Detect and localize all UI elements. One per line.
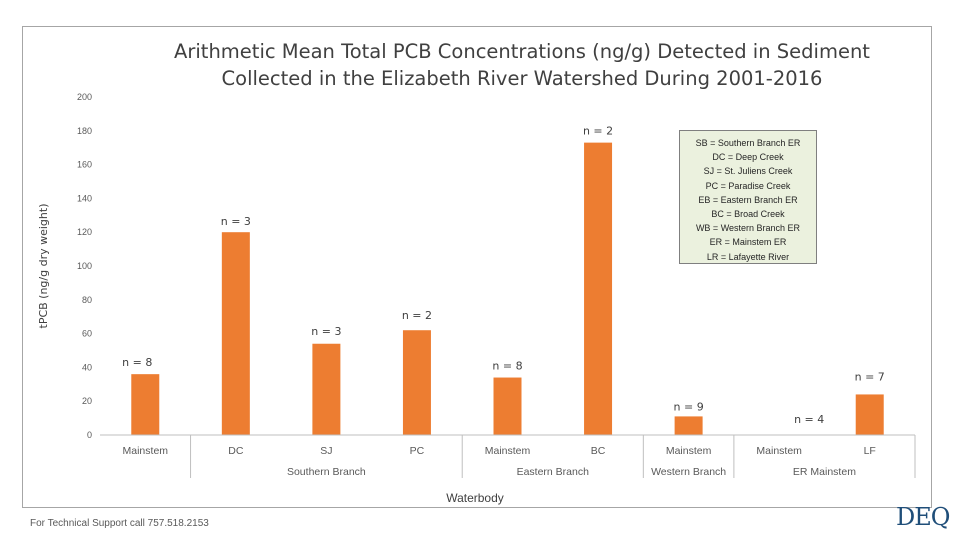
y-axis-label: tPCB (ng/g dry weight) xyxy=(37,204,50,329)
x-tick-label: DC xyxy=(228,445,244,457)
group-label: Eastern Branch xyxy=(517,466,590,478)
data-label: n = 2 xyxy=(402,309,432,322)
y-tick-label: 60 xyxy=(82,329,92,339)
legend-entry: SJ = St. Juliens Creek xyxy=(703,166,793,177)
abbreviation-legend: SB = Southern Branch ER DC = Deep Creek SJ… xyxy=(679,130,817,264)
y-tick-label: 20 xyxy=(82,396,92,406)
y-tick-label: 140 xyxy=(77,193,92,203)
deq-logo: DEQ xyxy=(896,503,950,531)
chart-frame xyxy=(22,26,932,508)
data-label: n = 8 xyxy=(122,356,152,369)
y-tick-label: 200 xyxy=(77,92,92,102)
bar xyxy=(674,416,703,435)
legend-entry: EB = Eastern Branch ER xyxy=(698,194,798,205)
y-tick-label: 40 xyxy=(82,362,92,372)
x-tick-label: Mainstem xyxy=(485,445,531,457)
data-label: n = 2 xyxy=(583,125,613,138)
bar xyxy=(402,330,431,435)
x-tick-label: Mainstem xyxy=(123,445,169,457)
legend-entry: SB = Southern Branch ER xyxy=(695,138,801,148)
x-axis-label: Waterbody xyxy=(446,491,504,505)
data-label: n = 3 xyxy=(221,215,251,228)
chart-title-line-1: Arithmetic Mean Total PCB Concentrations… xyxy=(174,40,870,63)
y-tick-label: 160 xyxy=(77,160,92,170)
legend-entry: DC = Deep Creek xyxy=(712,152,784,163)
y-tick-label: 180 xyxy=(77,126,92,136)
data-labels: n = 8 n = 3 n = 3 n = 2 n = 8 n = 2 n = 9 n = 4… xyxy=(122,125,885,427)
x-tick-label: SJ xyxy=(320,445,332,457)
x-tick-label: LF xyxy=(864,445,876,457)
legend-entry: BC = Broad Creek xyxy=(711,209,785,220)
x-tick-label: PC xyxy=(410,445,425,457)
y-axis-ticks: 0 20 40 60 80 100 120 140 160 180 200 xyxy=(77,92,92,440)
legend-entry: LR = Lafayette River xyxy=(706,251,790,262)
bar xyxy=(312,343,341,435)
data-label: n = 7 xyxy=(855,370,885,383)
y-tick-label: 100 xyxy=(77,261,92,271)
bar xyxy=(584,142,613,435)
data-label: n = 9 xyxy=(674,400,704,413)
bar xyxy=(131,374,160,435)
data-label: n = 4 xyxy=(794,413,824,426)
bars xyxy=(131,142,884,435)
x-axis: Mainstem DC SJ PC Mainstem BC Mainstem Mainstem… xyxy=(100,434,916,478)
legend-entry: WB = Western Branch ER xyxy=(695,223,801,234)
group-label: Southern Branch xyxy=(287,466,366,478)
chart-title: Arithmetic Mean Total PCB Concentrations… xyxy=(150,38,894,92)
legend-entry: PC = Paradise Creek xyxy=(705,180,791,191)
technical-support-text: For Technical Support call 757.518.2153 xyxy=(30,518,209,529)
data-label: n = 3 xyxy=(311,325,341,338)
legend-entry: ER = Mainstem ER xyxy=(709,237,787,248)
x-tick-label: Mainstem xyxy=(756,445,802,457)
group-label: Western Branch xyxy=(651,466,726,478)
bar xyxy=(221,232,250,435)
y-tick-label: 80 xyxy=(82,295,92,305)
y-tick-label: 0 xyxy=(87,430,92,440)
x-tick-label: BC xyxy=(591,445,606,457)
chart-title-line-2: Collected in the Elizabeth River Watersh… xyxy=(221,67,823,90)
bar xyxy=(493,377,522,435)
data-label: n = 8 xyxy=(492,360,522,373)
group-label: ER Mainstem xyxy=(793,466,856,478)
bar xyxy=(855,394,884,435)
x-tick-label: Mainstem xyxy=(666,445,712,457)
y-tick-label: 120 xyxy=(77,227,92,237)
